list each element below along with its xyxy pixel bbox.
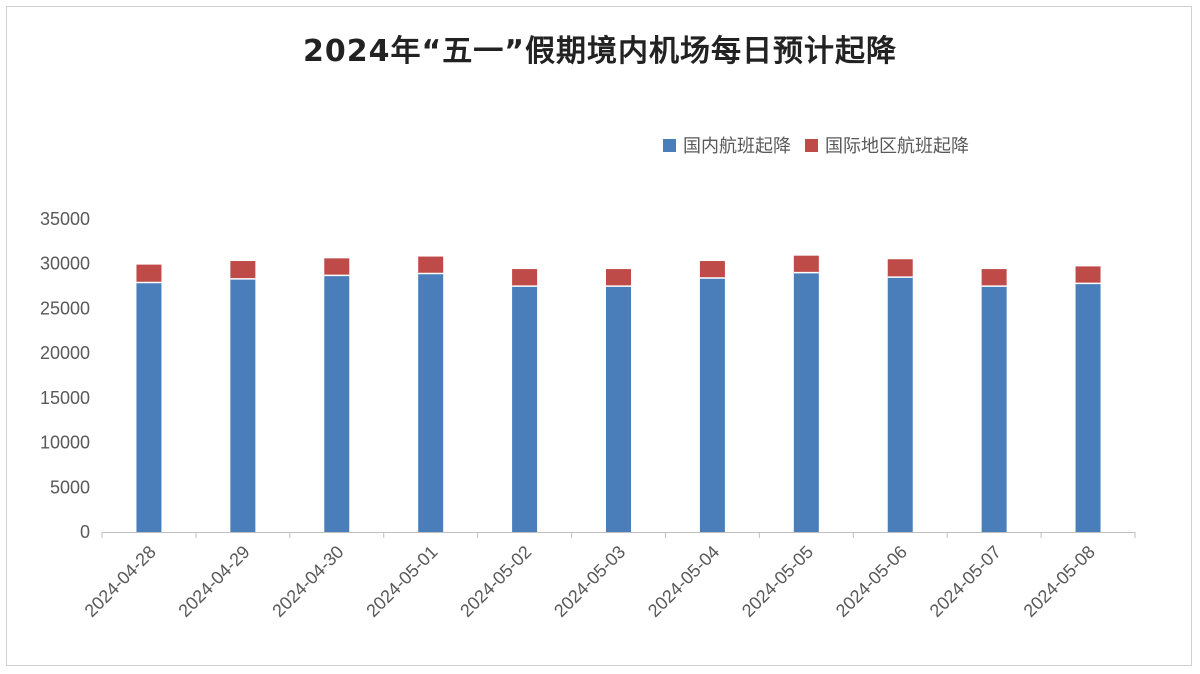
x-tick-label: 2024-05-07 [926,542,1005,621]
bar-domestic [418,273,444,532]
bar-domestic [793,272,819,532]
y-tick-label: 5000 [50,477,90,497]
legend-swatch-international [805,138,818,152]
bar-domestic [699,278,725,532]
y-tick-label: 30000 [40,254,90,274]
y-tick-label: 15000 [40,388,90,408]
x-tick-label: 2024-05-04 [644,542,723,621]
bar-international [793,255,819,273]
bar-domestic [230,278,256,532]
legend-item-international: 国际地区航班起降 [805,132,969,158]
x-tick-label: 2024-04-28 [81,542,160,621]
x-tick-label: 2024-04-30 [268,542,347,621]
x-tick-label: 2024-05-02 [456,542,535,621]
y-tick-label: 20000 [40,343,90,363]
y-tick-label: 35000 [40,209,90,229]
bar-international [418,256,444,274]
bar-international [230,261,256,279]
bar-international [324,258,350,276]
bar-international [981,269,1007,287]
y-tick-label: 10000 [40,433,90,453]
bar-international [1075,266,1101,284]
bar-international [136,264,162,283]
chart-title: 2024年“五一”假期境内机场每日预计起降 [303,34,897,69]
legend-label-domestic: 国内航班起降 [683,136,791,157]
y-tick-label: 0 [80,522,90,542]
legend-swatch-domestic [663,138,676,152]
x-tick-label: 2024-05-06 [832,542,911,621]
x-tick-label: 2024-04-29 [174,542,253,621]
bar-domestic [1075,283,1101,532]
bar-domestic [606,286,631,532]
bar-domestic [512,286,538,532]
x-tick-label: 2024-05-05 [738,542,817,621]
bar-international [606,269,631,287]
x-tick-label: 2024-05-08 [1020,542,1099,621]
x-tick-label: 2024-05-01 [362,542,441,621]
legend-label-international: 国际地区航班起降 [825,136,969,157]
bar-international [887,259,913,278]
legend-item-domestic: 国内航班起降 [663,132,791,158]
bar-domestic [136,282,162,532]
bar-international [512,269,538,287]
bar-domestic [887,277,913,532]
x-tick-label: 2024-05-03 [550,542,629,621]
chart-legend: 国内航班起降 国际地区航班起降 [663,133,983,157]
bar-international [699,261,725,279]
bar-domestic [324,275,350,532]
bar-domestic [981,286,1007,532]
y-tick-label: 25000 [40,298,90,318]
